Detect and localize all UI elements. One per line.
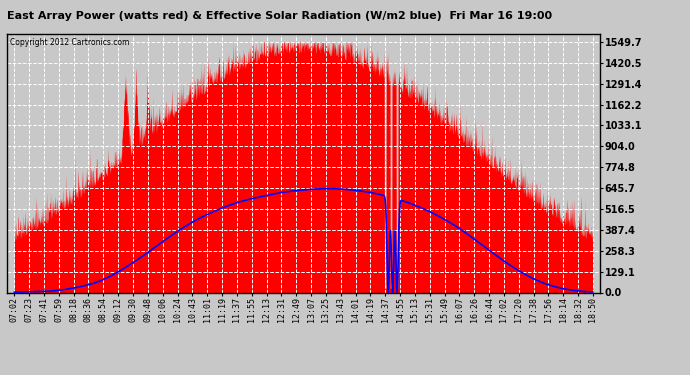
Text: East Array Power (watts red) & Effective Solar Radiation (W/m2 blue)  Fri Mar 16: East Array Power (watts red) & Effective… (7, 11, 552, 21)
Text: Copyright 2012 Cartronics.com: Copyright 2012 Cartronics.com (10, 38, 129, 46)
